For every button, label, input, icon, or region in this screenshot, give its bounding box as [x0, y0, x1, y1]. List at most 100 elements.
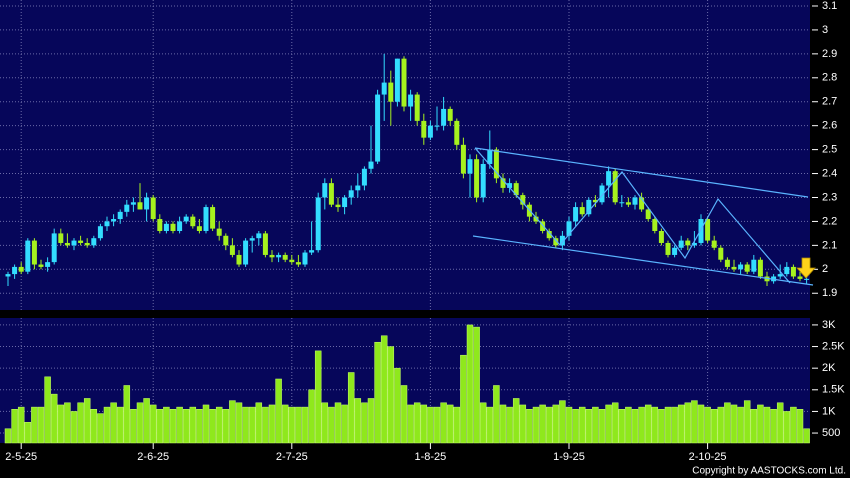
candle-body: [196, 226, 202, 232]
volume-bar: [737, 406, 744, 444]
x-tick-label: 1-9-25: [553, 451, 585, 463]
volume-bar: [592, 406, 599, 444]
candle-body: [223, 235, 229, 246]
y-tick-label: 2.3: [822, 191, 837, 203]
volume-bar: [658, 409, 665, 444]
volume-bar: [196, 409, 203, 444]
candle-body: [579, 207, 585, 215]
candle-body: [711, 240, 717, 248]
volume-bar: [611, 402, 619, 444]
candle-body: [757, 259, 763, 277]
candle-body: [309, 250, 315, 253]
y-tick-label: 2.5: [822, 144, 837, 156]
volume-bar: [400, 385, 408, 444]
candle-body: [210, 207, 216, 229]
candle-body: [295, 262, 301, 265]
volume-bar: [262, 406, 269, 444]
volume-bar: [301, 406, 309, 444]
candle-body: [474, 159, 480, 198]
candle-body: [480, 163, 486, 198]
volume-bar: [539, 404, 546, 444]
candle-body: [691, 242, 697, 246]
volume-bar: [420, 404, 428, 444]
volume-bar: [334, 402, 342, 444]
volume-bar: [156, 409, 164, 444]
volume-bar: [770, 409, 777, 444]
candle-body: [566, 221, 572, 236]
volume-bar: [116, 406, 124, 444]
volume-bar: [380, 335, 388, 444]
candle-body: [368, 161, 374, 169]
volume-bar: [229, 400, 236, 444]
candle-body: [355, 185, 361, 191]
volume-bar: [750, 409, 758, 444]
candle-body: [137, 202, 143, 210]
candle-body: [678, 240, 684, 248]
candle-body: [342, 197, 348, 208]
volume-bar: [189, 406, 197, 444]
volume-bar: [796, 409, 804, 444]
candle-body: [381, 82, 387, 95]
volume-bar: [552, 404, 560, 444]
candle-body: [236, 254, 242, 265]
volume-bar: [202, 404, 210, 444]
volume-bar: [572, 409, 579, 444]
candle-body: [401, 58, 407, 107]
candle-body: [177, 221, 183, 232]
volume-bar: [308, 389, 315, 444]
volume-bar: [519, 404, 527, 444]
volume-bar: [757, 404, 764, 444]
candle-body: [117, 211, 123, 220]
volume-bar: [103, 406, 111, 444]
candle-body: [586, 199, 592, 215]
candle-body: [797, 276, 803, 279]
volume-bar: [341, 404, 348, 444]
volume-bar: [90, 409, 98, 444]
candle-body: [533, 216, 539, 222]
candle-body: [203, 207, 209, 232]
volume-bar: [169, 409, 177, 444]
volume-bar: [453, 406, 461, 444]
candle-body: [124, 204, 130, 212]
candle-body: [784, 266, 790, 275]
volume-bar: [783, 411, 791, 444]
volume-bar: [394, 367, 401, 444]
x-tick-label: 2-6-25: [137, 451, 169, 463]
volume-bar: [17, 406, 25, 444]
candle-body: [513, 183, 519, 196]
candle-body: [777, 274, 783, 277]
volume-bar: [235, 402, 243, 444]
candle-body: [460, 144, 466, 174]
volume-bar: [354, 398, 362, 444]
candle-body: [315, 197, 321, 251]
candle-body: [130, 202, 136, 205]
candle-body: [45, 262, 51, 267]
candle-body: [612, 171, 618, 203]
volume-bar: [295, 406, 302, 444]
candle-body: [58, 233, 64, 243]
candle-body: [276, 254, 282, 258]
volume-bar: [526, 409, 533, 444]
volume-bar: [730, 404, 738, 444]
candle-body: [111, 219, 117, 222]
volume-bar: [565, 406, 573, 444]
candle-body: [322, 183, 328, 198]
candle-body: [685, 240, 691, 246]
volume-bar: [149, 404, 157, 444]
volume-bar: [446, 404, 454, 444]
volume-bar: [110, 402, 117, 444]
volume-bar: [31, 406, 38, 444]
candle-body: [12, 266, 18, 275]
candle-body: [216, 228, 222, 236]
volume-bar: [704, 406, 711, 444]
volume-bar: [691, 400, 698, 444]
volume-bar: [163, 406, 170, 444]
volume-bar: [578, 406, 586, 444]
candle-body: [751, 259, 757, 272]
volume-bar: [493, 385, 500, 444]
signal-arrow: [796, 257, 816, 279]
volume-bar: [440, 402, 447, 444]
copyright: Copyright by AASTOCKS.com Ltd.: [692, 466, 846, 477]
x-tick-label: 2-7-25: [276, 451, 308, 463]
